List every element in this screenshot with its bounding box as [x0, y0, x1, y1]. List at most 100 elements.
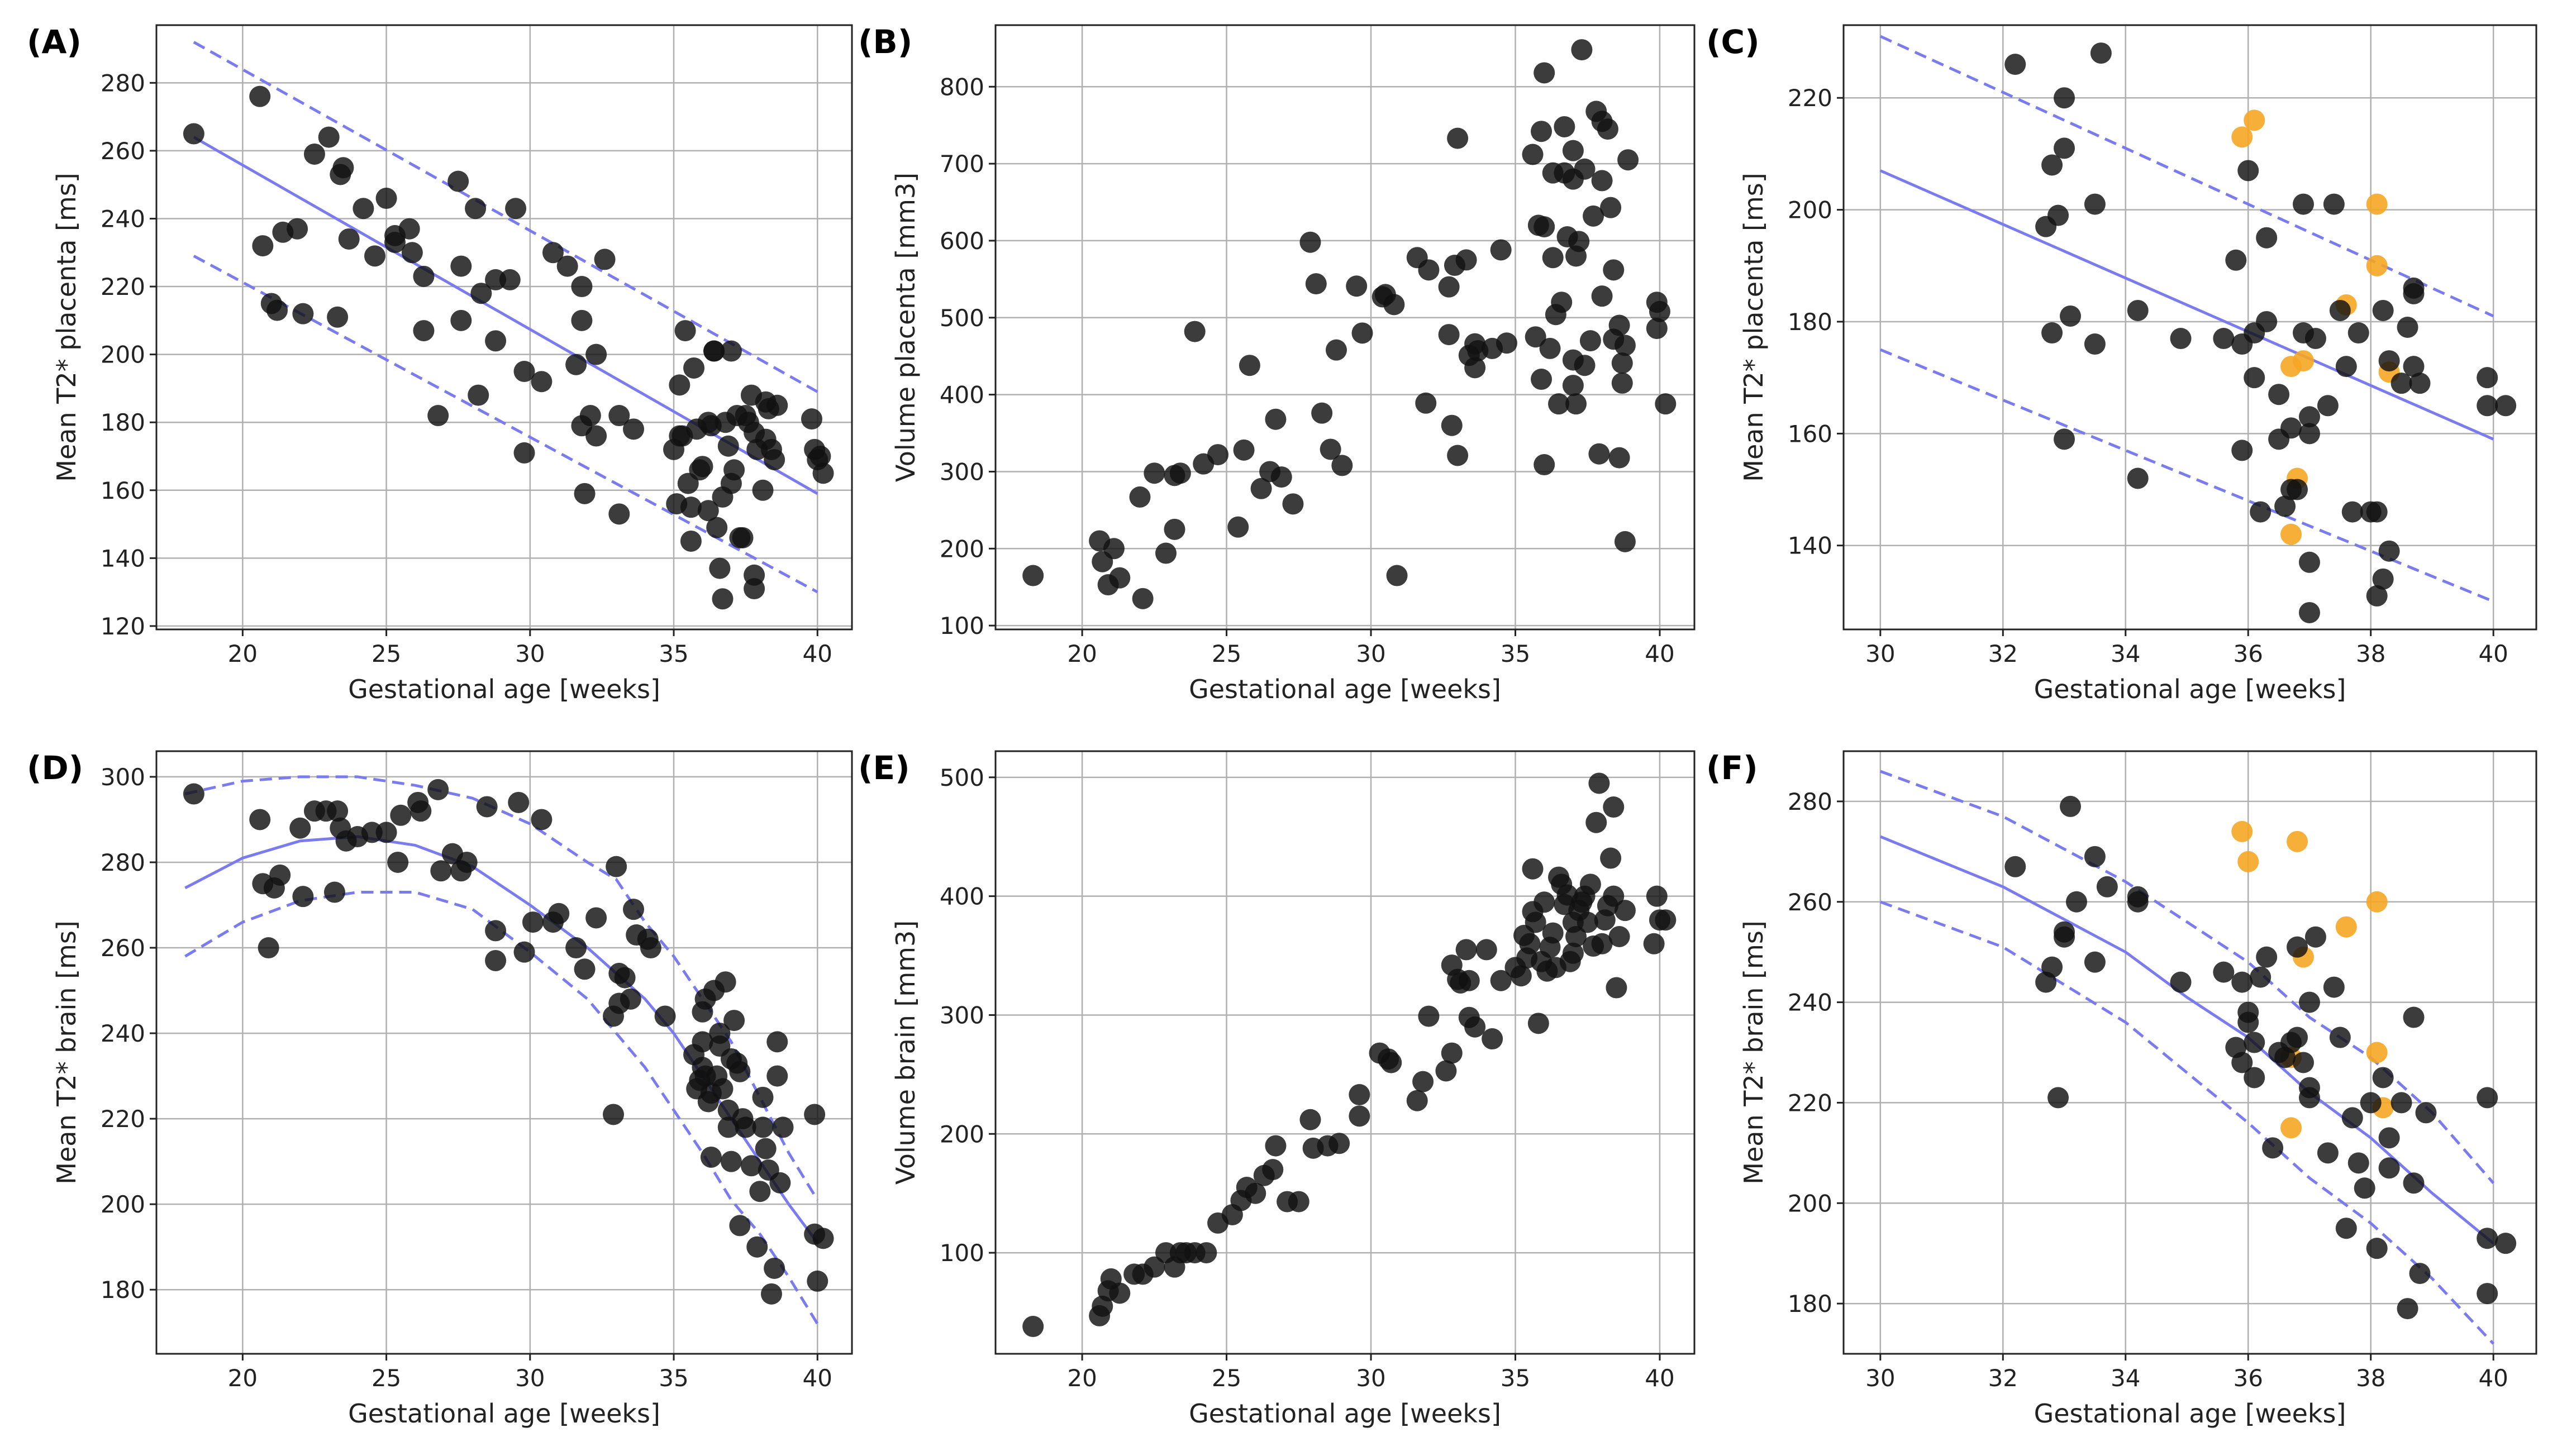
data-point — [353, 198, 374, 219]
data-point — [2268, 384, 2290, 405]
data-point — [2256, 946, 2278, 968]
data-point — [1406, 1090, 1428, 1111]
data-point — [1418, 1005, 1440, 1027]
x-tick-label: 38 — [2356, 1364, 2385, 1392]
data-point — [2287, 936, 2308, 958]
data-point — [2237, 160, 2259, 182]
panel-label: (D) — [27, 749, 83, 787]
data-point — [2004, 54, 2026, 75]
data-point — [1534, 454, 1555, 476]
data-point — [2372, 299, 2394, 321]
y-tick-label: 180 — [101, 1276, 145, 1304]
data-point — [2250, 501, 2271, 523]
y-tick-label: 300 — [940, 458, 984, 485]
y-tick-label: 300 — [101, 763, 145, 791]
data-point — [485, 949, 507, 971]
data-point — [703, 340, 725, 362]
y-tick-label: 200 — [101, 1191, 145, 1218]
data-point — [2415, 1102, 2437, 1124]
data-point — [2304, 328, 2326, 350]
data-point — [732, 527, 754, 548]
fit-line — [1879, 169, 2494, 441]
data-point — [700, 1146, 722, 1168]
data-point — [585, 425, 607, 447]
y-tick-label: 200 — [1788, 1190, 1832, 1217]
data-point — [2084, 951, 2106, 973]
x-tick-label: 25 — [372, 1364, 401, 1392]
x-tick-label: 36 — [2234, 1364, 2263, 1392]
data-point — [505, 198, 527, 219]
data-point — [729, 1215, 751, 1237]
data-point — [1655, 909, 1677, 931]
data-point — [2041, 322, 2063, 344]
x-axis-label: Gestational age [weeks] — [1189, 674, 1501, 704]
data-point — [804, 1104, 826, 1125]
x-tick-label: 25 — [1212, 640, 1241, 667]
data-point — [1109, 1282, 1131, 1304]
data-point — [1534, 216, 1555, 238]
data-point — [2084, 846, 2106, 867]
data-point — [1103, 538, 1125, 560]
data-point — [413, 265, 435, 287]
data-point — [766, 1065, 788, 1087]
data-point — [2274, 495, 2296, 517]
data-point — [1525, 326, 1546, 348]
data-point — [2298, 423, 2320, 445]
data-point — [812, 462, 834, 484]
highlight-point — [2335, 916, 2357, 938]
data-point — [1262, 1159, 1284, 1181]
data-point — [608, 503, 630, 525]
data-point — [2298, 602, 2320, 623]
data-point — [1534, 62, 1555, 84]
y-tick-label: 220 — [1788, 1089, 1832, 1116]
data-point — [766, 1031, 788, 1053]
data-point — [1227, 516, 1249, 538]
data-point — [2054, 87, 2075, 109]
data-point — [1265, 1135, 1287, 1157]
data-point — [1591, 933, 1613, 954]
data-point — [2047, 1087, 2069, 1109]
data-point — [2231, 971, 2253, 993]
data-point — [2317, 1142, 2339, 1164]
data-point — [258, 937, 279, 959]
data-point — [812, 1228, 834, 1249]
data-point — [2298, 1087, 2320, 1109]
data-point — [2041, 154, 2063, 176]
highlight-point — [2231, 126, 2253, 148]
y-tick-label: 100 — [940, 1239, 984, 1267]
data-point — [2127, 891, 2149, 913]
data-point — [1579, 873, 1601, 895]
data-point — [2231, 1052, 2253, 1073]
data-point — [1490, 239, 1512, 261]
data-point — [1565, 926, 1587, 947]
data-point — [1597, 118, 1618, 140]
y-tick-label: 280 — [101, 849, 145, 876]
y-tick-label: 140 — [101, 545, 145, 572]
data-point — [2047, 204, 2069, 226]
data-point — [1534, 891, 1555, 913]
x-tick-label: 40 — [1645, 640, 1674, 667]
data-point — [1250, 478, 1272, 499]
panel-label: (B) — [858, 23, 912, 61]
plot-area — [1879, 35, 2517, 623]
data-point — [2244, 1067, 2265, 1089]
data-point — [1525, 911, 1546, 933]
data-point — [1164, 518, 1185, 540]
panel-label: (F) — [1706, 749, 1758, 787]
plot-area — [183, 775, 834, 1325]
data-point — [1144, 462, 1165, 484]
data-point — [740, 1155, 762, 1177]
x-axis-label: Gestational age [weeks] — [2034, 674, 2346, 704]
y-tick-label: 260 — [1788, 889, 1832, 916]
data-point — [430, 860, 452, 882]
data-point — [2477, 1228, 2498, 1249]
data-point — [640, 937, 661, 959]
data-point — [746, 1236, 768, 1258]
data-point — [1207, 444, 1229, 466]
data-point — [513, 361, 535, 383]
x-tick-label: 40 — [2478, 1364, 2508, 1392]
data-point — [2403, 283, 2425, 304]
data-point — [1614, 900, 1636, 922]
data-point — [2477, 367, 2498, 389]
data-point — [623, 899, 645, 920]
